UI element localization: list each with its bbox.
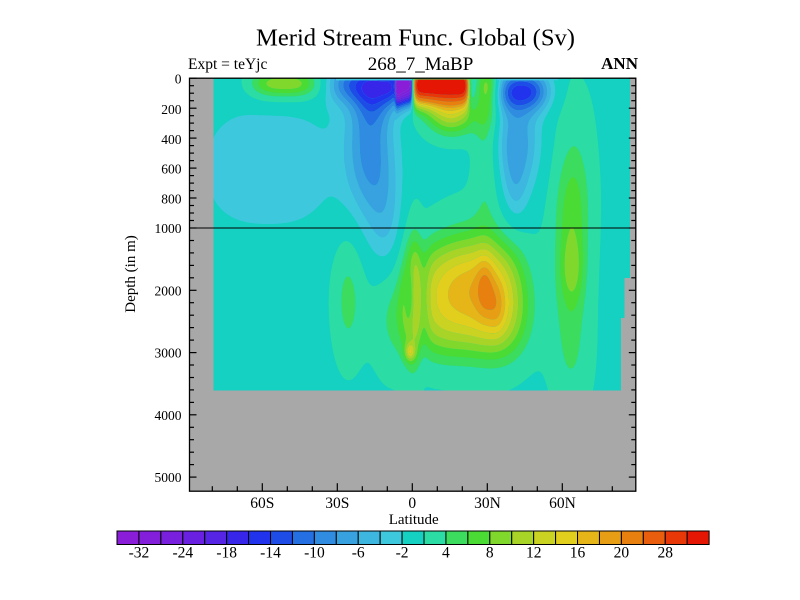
svg-text:268_7_MaBP: 268_7_MaBP <box>368 54 474 75</box>
svg-text:2000: 2000 <box>155 283 182 298</box>
svg-text:-14: -14 <box>260 545 281 562</box>
svg-text:20: 20 <box>614 545 630 562</box>
svg-text:3000: 3000 <box>155 346 182 361</box>
svg-text:16: 16 <box>570 545 586 562</box>
svg-text:4: 4 <box>442 545 450 562</box>
svg-text:-32: -32 <box>129 545 150 562</box>
svg-text:1000: 1000 <box>155 221 182 236</box>
svg-text:-10: -10 <box>304 545 325 562</box>
svg-text:4000: 4000 <box>155 408 182 423</box>
svg-text:-24: -24 <box>172 545 193 562</box>
svg-text:28: 28 <box>657 545 673 562</box>
svg-text:0: 0 <box>175 71 182 86</box>
svg-text:Latitude: Latitude <box>389 512 439 528</box>
svg-text:30N: 30N <box>474 495 501 512</box>
svg-text:800: 800 <box>161 191 182 206</box>
svg-text:-6: -6 <box>352 545 365 562</box>
svg-text:-2: -2 <box>396 545 409 562</box>
svg-text:-18: -18 <box>216 545 237 562</box>
svg-text:400: 400 <box>161 132 182 147</box>
svg-text:8: 8 <box>486 545 494 562</box>
svg-text:30S: 30S <box>325 495 349 512</box>
svg-text:0: 0 <box>408 495 416 512</box>
svg-text:12: 12 <box>526 545 542 562</box>
svg-text:60S: 60S <box>250 495 274 512</box>
svg-text:600: 600 <box>161 162 182 177</box>
svg-text:Depth (in m): Depth (in m) <box>123 235 139 312</box>
svg-text:Expt = teYjc: Expt = teYjc <box>188 56 267 73</box>
svg-text:ANN: ANN <box>601 54 639 73</box>
svg-text:Merid Stream Func. Global (Sv): Merid Stream Func. Global (Sv) <box>256 25 575 52</box>
svg-text:5000: 5000 <box>155 470 182 485</box>
svg-text:60N: 60N <box>549 495 576 512</box>
svg-text:200: 200 <box>161 102 182 117</box>
